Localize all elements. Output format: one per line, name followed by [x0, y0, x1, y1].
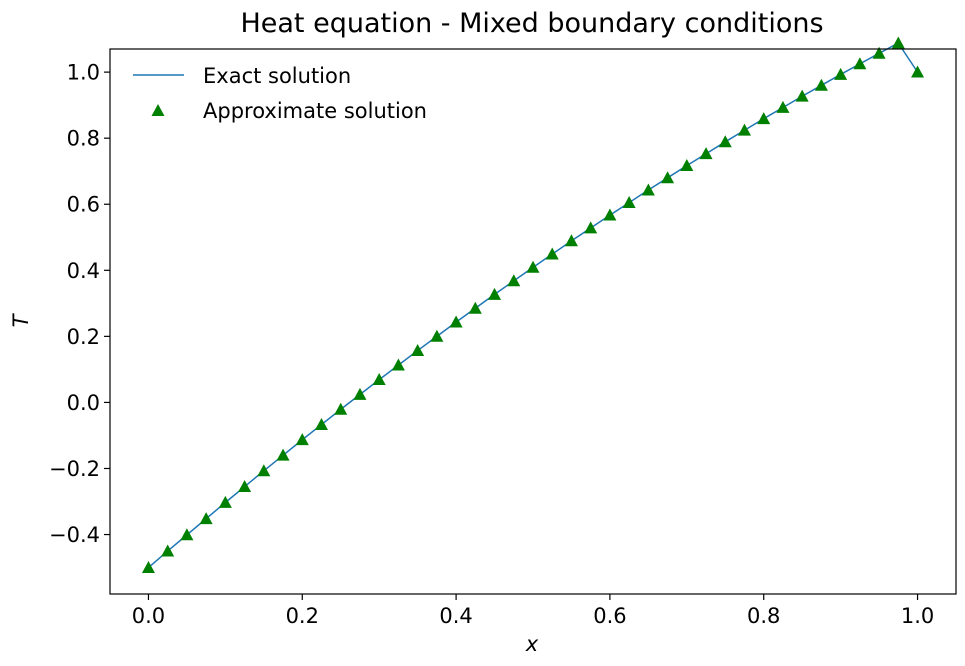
y-axis-label: T — [9, 312, 33, 327]
y-tick-label: −0.2 — [49, 457, 100, 481]
approx-solution-point — [141, 560, 155, 573]
plot-area — [141, 36, 925, 573]
approx-solution-point — [507, 274, 521, 287]
approx-solution-point — [238, 480, 252, 493]
legend-label-exact: Exact solution — [203, 64, 351, 88]
approx-solution-point — [257, 464, 271, 477]
approx-solution-point — [468, 301, 482, 314]
approx-solution-point — [699, 147, 713, 160]
y-tick-label: 0.6 — [67, 193, 100, 217]
approx-solution-point — [488, 287, 502, 300]
approx-solution-point — [795, 89, 809, 102]
approx-solution-point — [449, 315, 463, 328]
legend: Exact solution Approximate solution — [133, 64, 427, 123]
approx-solution-point — [622, 195, 636, 208]
chart-title: Heat equation - Mixed boundary condition… — [240, 8, 823, 39]
x-tick-label: 0.4 — [439, 604, 472, 628]
approx-solution-point — [911, 65, 925, 78]
approx-solution-point — [738, 123, 751, 136]
approx-solution-point — [411, 343, 425, 356]
approx-solution-point — [680, 158, 694, 171]
approx-solution-point — [718, 135, 732, 148]
approx-solution-point — [353, 387, 367, 400]
x-tick-label: 1.0 — [901, 604, 934, 628]
y-axis: −0.4 −0.2 0.0 0.2 0.4 0.6 0.8 1.0 — [49, 61, 110, 547]
approx-solution-point — [641, 183, 655, 196]
approx-solution-point — [180, 528, 194, 541]
approx-solution-point — [161, 544, 175, 557]
x-tick-label: 0.0 — [132, 604, 165, 628]
approx-solution-point — [199, 512, 213, 525]
y-tick-label: 1.0 — [67, 61, 100, 85]
approx-solution-point — [315, 417, 328, 430]
approx-solution-point — [276, 448, 290, 461]
y-tick-label: −0.4 — [49, 523, 100, 547]
approx-solution-point — [661, 171, 675, 184]
x-axis-label: x — [525, 632, 539, 656]
approx-solution-point — [391, 358, 405, 371]
y-tick-label: 0.2 — [67, 325, 100, 349]
x-tick-label: 0.2 — [286, 604, 319, 628]
approx-solution-point — [430, 329, 444, 342]
approx-solution-point — [872, 46, 886, 59]
approx-solution-point — [757, 112, 771, 125]
approx-solution-point — [545, 247, 559, 260]
x-tick-label: 0.8 — [747, 604, 780, 628]
approx-solution-point — [564, 234, 578, 247]
approx-solution-point — [814, 78, 828, 91]
x-tick-label: 0.6 — [593, 604, 626, 628]
approx-solution-point — [603, 208, 617, 221]
approx-solution-point — [218, 495, 232, 508]
approx-solution-point — [526, 260, 540, 273]
x-axis: 0.0 0.2 0.4 0.6 0.8 1.0 — [132, 594, 934, 628]
approx-solution-point — [334, 402, 348, 415]
y-tick-label: 0.4 — [67, 259, 100, 283]
approx-solution-point — [295, 433, 309, 446]
y-tick-label: 0.0 — [67, 391, 100, 415]
y-tick-label: 0.8 — [67, 127, 100, 151]
approx-solution-point — [834, 67, 848, 80]
approx-solution-point — [776, 100, 790, 113]
legend-triangle-marker — [151, 104, 165, 116]
axes-frame — [109, 48, 957, 595]
legend-label-approx: Approximate solution — [203, 99, 427, 123]
approx-solution-point — [853, 57, 867, 70]
approx-solution-point — [372, 373, 386, 386]
approx-solution-point — [584, 221, 598, 234]
approx-solution-point — [891, 36, 905, 49]
